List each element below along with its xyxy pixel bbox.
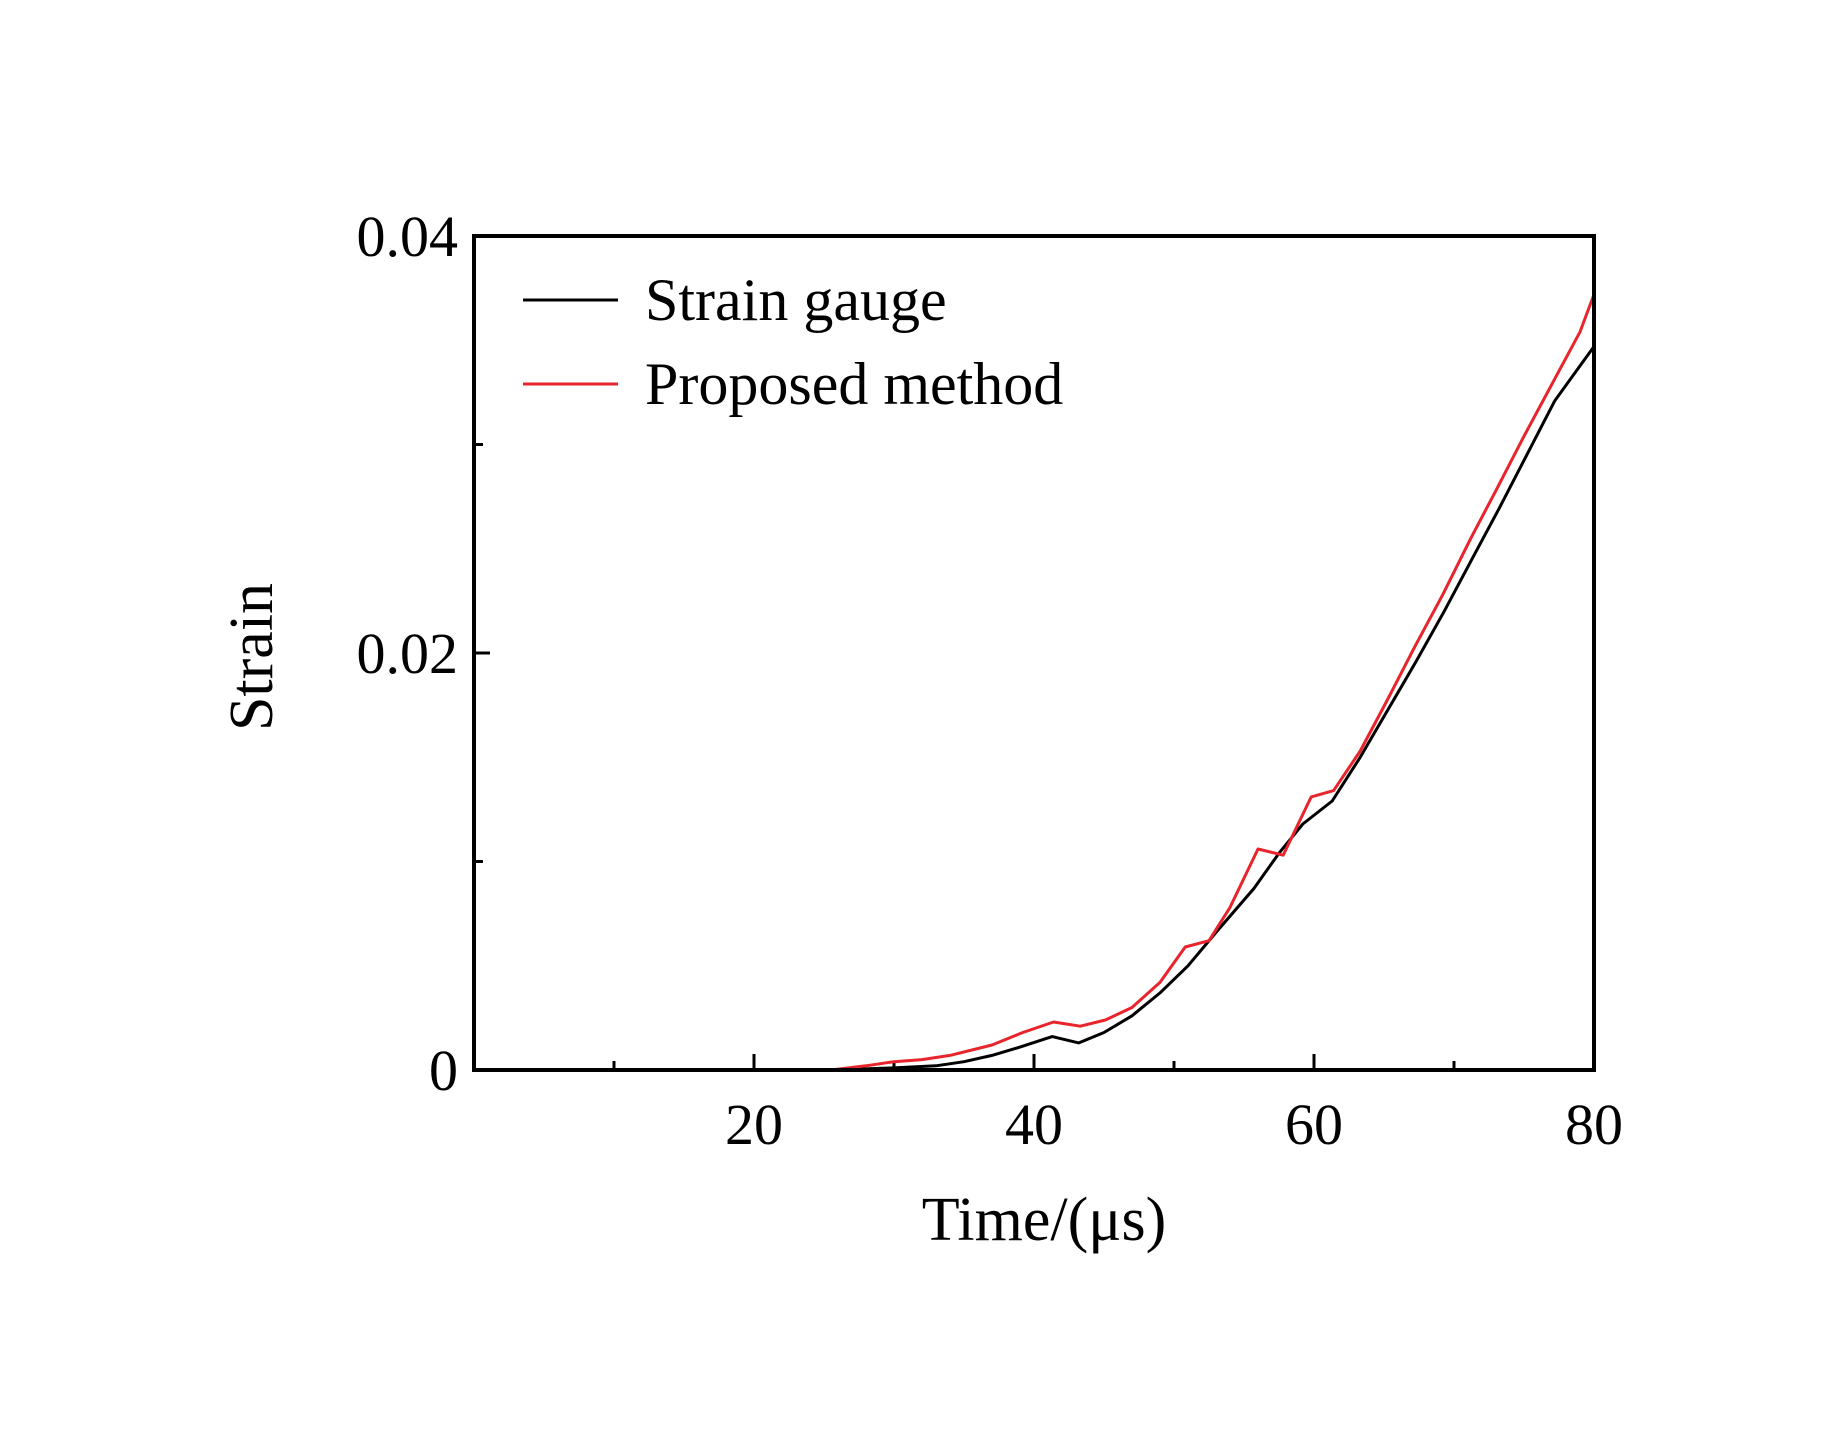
y-axis-title: Strain [218,583,286,731]
plot-frame [472,234,1596,1072]
x-axis-title: Time/(μs) [922,1186,1167,1254]
legend: Strain gauge Proposed method [523,267,1063,417]
x-tick-label: 20 [725,1092,783,1157]
legend-label-strain-gauge: Strain gauge [645,267,947,333]
x-tick-label: 60 [1285,1092,1343,1157]
series-line-strain-gauge [830,345,1596,1072]
y-tick-label: 0 [429,1038,458,1103]
legend-label-proposed-method: Proposed method [645,351,1063,417]
tick-labels: 20 40 60 80 0 0.02 0.04 [357,204,1624,1157]
y-tick-label: 0.04 [357,204,459,269]
y-tick-label: 0.02 [357,621,459,686]
x-tick-label: 40 [1005,1092,1063,1157]
series-line-proposed-method [830,293,1596,1072]
x-tick-label: 80 [1565,1092,1623,1157]
series-lines [830,293,1596,1072]
